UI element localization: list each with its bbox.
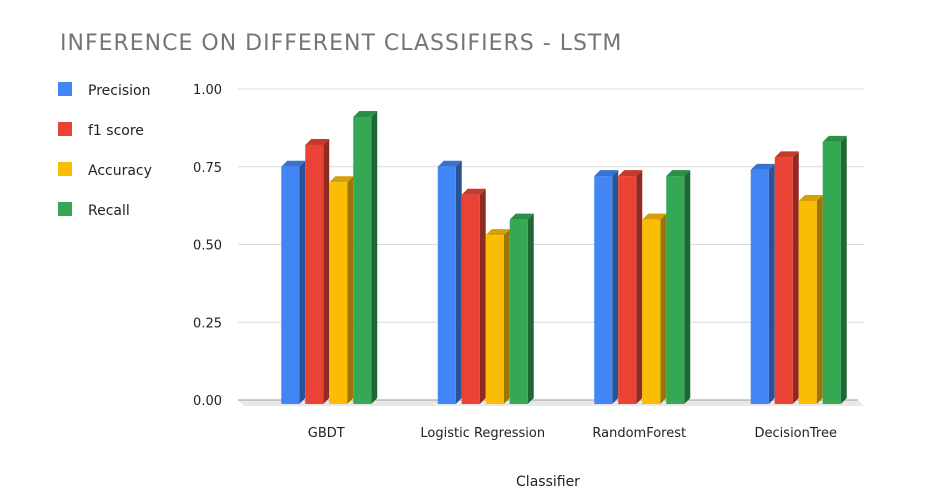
bar-top	[281, 160, 306, 167]
y-tick-label: 0.25	[193, 316, 222, 331]
y-tick-label: 0.00	[193, 394, 222, 409]
bar-side	[684, 170, 691, 404]
x-axis-labels: GBDT Logistic Regression RandomForest Decis…	[308, 426, 837, 441]
bar-front	[305, 144, 324, 405]
bar-top	[353, 110, 378, 117]
bar	[461, 188, 486, 404]
bar-top	[329, 176, 354, 183]
y-tick-label: 0.50	[193, 239, 222, 254]
legend-swatch	[58, 162, 72, 176]
bar-side	[816, 194, 823, 404]
bar-side	[503, 229, 510, 404]
bar-front	[437, 166, 456, 404]
bar-top	[594, 170, 619, 177]
y-tick-label: 1.00	[193, 83, 222, 98]
bar-front	[485, 235, 504, 404]
legend-swatch	[58, 82, 72, 96]
bar-front	[281, 166, 300, 404]
bar-front	[642, 219, 661, 404]
bar-top	[822, 135, 847, 142]
bar-top	[461, 188, 486, 195]
legend-label: Precision	[88, 83, 150, 99]
bar	[509, 213, 534, 404]
bar-top	[666, 170, 691, 177]
bar-top	[509, 213, 534, 220]
bar-side	[371, 110, 378, 405]
bars	[281, 110, 847, 405]
bar-top	[642, 213, 667, 220]
x-tick-label: Logistic Regression	[420, 426, 545, 441]
legend-swatch	[58, 202, 72, 216]
bar-side	[347, 176, 354, 404]
bar	[774, 151, 799, 404]
x-tick-label: DecisionTree	[755, 426, 837, 441]
bar	[618, 170, 643, 404]
bar-front	[750, 169, 769, 404]
bar-front	[461, 194, 480, 404]
bar-front	[666, 176, 685, 404]
bar	[822, 135, 847, 404]
bar-side	[840, 135, 847, 404]
bar-side	[479, 188, 486, 404]
bar-side	[792, 151, 799, 404]
bar	[798, 194, 823, 404]
y-tick-label: 0.75	[193, 161, 222, 176]
bar-front	[329, 182, 348, 404]
bar-side	[299, 160, 306, 404]
bar-top	[485, 229, 510, 236]
bar-side	[636, 170, 643, 404]
legend-label: Accuracy	[88, 163, 152, 179]
x-tick-label: RandomForest	[592, 426, 686, 441]
bar-front	[618, 176, 637, 404]
bar	[329, 176, 354, 404]
bar-top	[750, 163, 775, 170]
bar	[594, 170, 619, 404]
bar	[281, 160, 306, 404]
x-tick-label: GBDT	[308, 426, 345, 441]
bar-front	[822, 141, 841, 404]
y-axis-ticks: 0.00 0.25 0.50 0.75 1.00	[193, 83, 222, 409]
floor-plane	[238, 400, 864, 406]
bar-side	[323, 138, 330, 405]
legend-swatch	[58, 122, 72, 136]
legend-label: f1 score	[88, 123, 144, 139]
bar-top	[774, 151, 799, 158]
bar-front	[774, 157, 793, 404]
bar	[642, 213, 667, 404]
bar-front	[594, 176, 613, 404]
bar-top	[437, 160, 462, 167]
x-axis-title: Classifier	[516, 474, 580, 490]
bar	[750, 163, 775, 404]
bar-front	[353, 116, 372, 405]
bar-side	[455, 160, 462, 404]
bar	[437, 160, 462, 404]
bar-top	[798, 194, 823, 201]
bar-top	[618, 170, 643, 177]
bar	[485, 229, 510, 404]
bar-side	[660, 213, 667, 404]
bar	[305, 138, 330, 405]
bar	[353, 110, 378, 405]
bar-front	[798, 200, 817, 404]
bar-side	[768, 163, 775, 404]
chart-title: INFERENCE ON DIFFERENT CLASSIFIERS - LST…	[60, 31, 622, 56]
bar	[666, 170, 691, 404]
bar-side	[612, 170, 619, 404]
bar-side	[527, 213, 534, 404]
bar-front	[509, 219, 528, 404]
bar-top	[305, 138, 330, 145]
legend-label: Recall	[88, 203, 130, 219]
legend: Precision f1 score Accuracy Recall	[58, 82, 152, 219]
